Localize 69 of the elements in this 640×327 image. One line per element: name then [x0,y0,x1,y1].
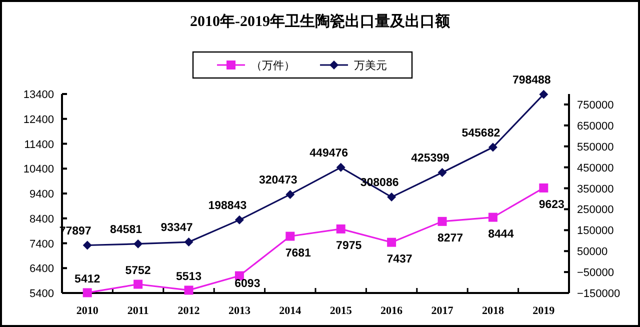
data-label: 5752 [125,265,151,278]
point [234,215,244,224]
data-label: 7681 [285,247,312,260]
point [336,224,346,234]
chart-title: 2010年-2019年卫生陶瓷出口量及出口额 [190,12,451,30]
point [286,190,295,199]
legend-label: 万美元 [354,59,387,72]
y-tick-label: 6400 [30,263,54,276]
y-tick-label: 11400 [24,138,54,151]
y-tick-label: 13400 [23,89,54,101]
y-tick-label: 10400 [23,164,54,176]
data-label: 9623 [538,198,564,211]
y-tick-label: 8400 [30,213,54,226]
y2-tick-label: 550000 [577,141,614,154]
y2-tick-label: 50000 [577,246,608,258]
point [134,239,143,248]
y-tick-label: 5400 [30,288,54,300]
y2-tick-label: −150000 [577,288,620,300]
data-label: 198843 [208,200,247,212]
point [488,212,498,222]
x-tick-label: 2016 [380,305,404,317]
y2-tick-label: 750000 [577,99,614,112]
x-tick-label: 2010 [76,305,99,317]
point [539,90,548,99]
point [336,162,346,172]
data-label: 320473 [258,174,298,186]
point [286,232,295,241]
y2-tick-label: 350000 [577,183,614,196]
data-label: 7437 [386,253,412,266]
point [488,142,498,152]
data-label: 8444 [488,228,514,240]
point [539,183,548,192]
x-tick-label: 2013 [228,305,251,317]
x-tick-label: 2015 [330,305,352,317]
point [184,286,194,295]
data-label: 449476 [310,147,348,160]
x-tick-label: 2011 [127,305,149,317]
y2-tick-label: 450000 [577,162,614,174]
x-tick-label: 2014 [279,305,302,317]
data-label: 545682 [462,127,500,140]
y2-tick-label: 150000 [577,225,614,238]
data-label: 84581 [110,224,143,236]
data-label: 5412 [74,274,100,286]
y-tick-label: 7400 [30,238,54,250]
point [387,238,396,247]
data-label: 7975 [336,240,362,252]
y-tick-label: 12400 [23,114,54,126]
data-label: 93347 [160,222,193,234]
data-label: 6093 [234,278,260,290]
point [387,192,396,202]
point [438,216,447,226]
x-tick-label: 2012 [178,305,200,317]
x-tick-label: 2018 [482,305,504,317]
data-label: 5513 [176,271,202,284]
data-label: 425399 [411,152,450,164]
data-label: 8277 [437,232,464,244]
data-label: 798488 [512,74,552,86]
y2-tick-label: −50000 [577,267,614,280]
y2-tick-label: 650000 [577,120,614,132]
point [184,238,194,247]
y2-tick-label: 250000 [577,204,614,216]
x-tick-label: 2017 [431,305,454,317]
legend-label: （万件） [251,60,295,72]
point [82,288,92,298]
point [82,240,92,250]
point [438,168,447,177]
y-tick-label: 9400 [30,188,54,200]
x-tick-label: 2019 [532,305,556,317]
point [134,280,143,289]
